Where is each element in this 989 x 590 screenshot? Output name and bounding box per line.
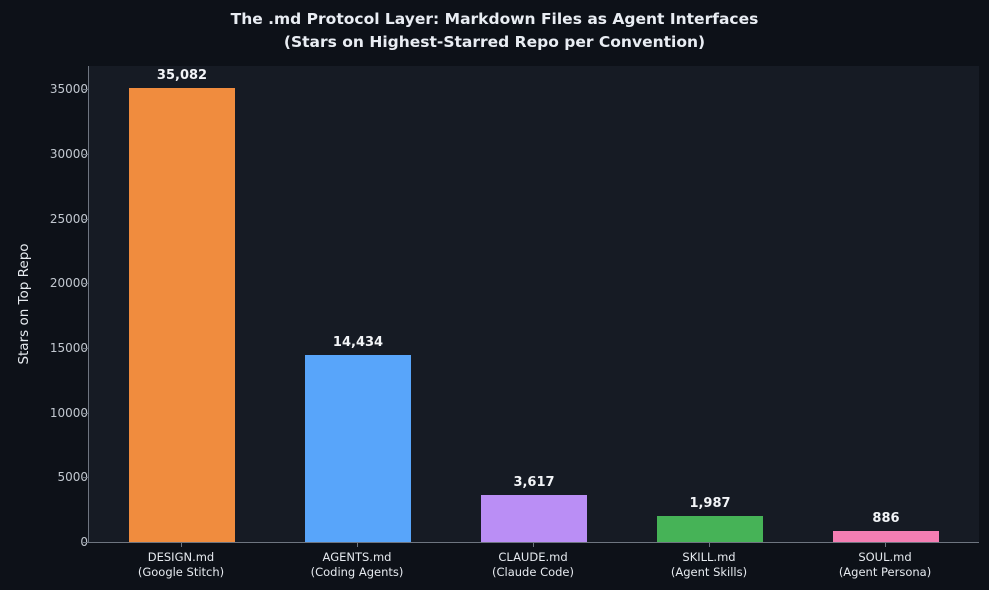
- y-tick-mark: [83, 89, 88, 91]
- x-category-label: DESIGN.md (Google Stitch): [138, 550, 224, 580]
- y-tick-mark: [83, 477, 88, 479]
- x-category-sublabel: (Claude Code): [491, 565, 575, 579]
- y-tick-mark: [83, 347, 88, 349]
- x-tick-mark: [885, 543, 886, 547]
- x-category-name: CLAUDE.md: [498, 550, 568, 564]
- x-tick-mark: [533, 543, 534, 547]
- x-category-name: SKILL.md: [682, 550, 736, 564]
- bar-value-label: 35,082: [156, 68, 208, 83]
- bar-value-label: 886: [872, 511, 900, 526]
- bar-value-label: 1,987: [689, 496, 731, 511]
- x-category-sublabel: (Agent Persona): [838, 565, 932, 579]
- x-tick-mark: [181, 543, 182, 547]
- x-category-sublabel: (Coding Agents): [310, 565, 404, 579]
- bar-agents-md: [305, 355, 411, 542]
- y-tick-label: 15000: [49, 340, 88, 355]
- y-tick-label: 5000: [57, 470, 88, 485]
- y-tick-label: 10000: [49, 405, 88, 420]
- bar-design-md: [129, 88, 235, 542]
- y-tick-mark: [83, 283, 88, 285]
- y-tick-mark: [83, 218, 88, 220]
- y-tick-label: 30000: [49, 146, 88, 161]
- x-category-label: SKILL.md (Agent Skills): [671, 550, 747, 580]
- y-tick-label: 0: [8, 534, 88, 550]
- x-category-label: AGENTS.md (Coding Agents): [311, 550, 404, 580]
- x-category-name: SOUL.md: [858, 550, 912, 564]
- y-tick-mark: [83, 153, 88, 155]
- bar-value-label: 3,617: [513, 475, 555, 490]
- chart-title: The .md Protocol Layer: Markdown Files a…: [230, 10, 759, 28]
- y-tick-label: 35000: [49, 82, 88, 97]
- y-tick-mark: [83, 542, 88, 543]
- bar-value-label: 14,434: [332, 335, 384, 350]
- x-category-sublabel: (Agent Skills): [670, 565, 748, 579]
- bar-soul-md: [833, 531, 939, 542]
- chart-title-block: The .md Protocol Layer: Markdown Files a…: [0, 8, 989, 54]
- y-tick-label: 20000: [49, 276, 88, 291]
- x-category-label: CLAUDE.md (Claude Code): [492, 550, 574, 580]
- x-category-label: SOUL.md (Agent Persona): [839, 550, 931, 580]
- bar-claude-md: [481, 495, 587, 542]
- y-tick-mark: [83, 412, 88, 414]
- x-category-sublabel: (Google Stitch): [137, 565, 225, 579]
- x-tick-mark: [357, 543, 358, 547]
- plot-area: 35,082 14,434 3,617 1,987 886: [88, 66, 979, 543]
- x-category-name: AGENTS.md: [322, 550, 392, 564]
- x-category-name: DESIGN.md: [147, 550, 215, 564]
- x-tick-mark: [709, 543, 710, 547]
- y-tick-label: 25000: [49, 211, 88, 226]
- chart-subtitle: (Stars on Highest-Starred Repo per Conve…: [283, 33, 706, 51]
- bar-skill-md: [657, 516, 763, 542]
